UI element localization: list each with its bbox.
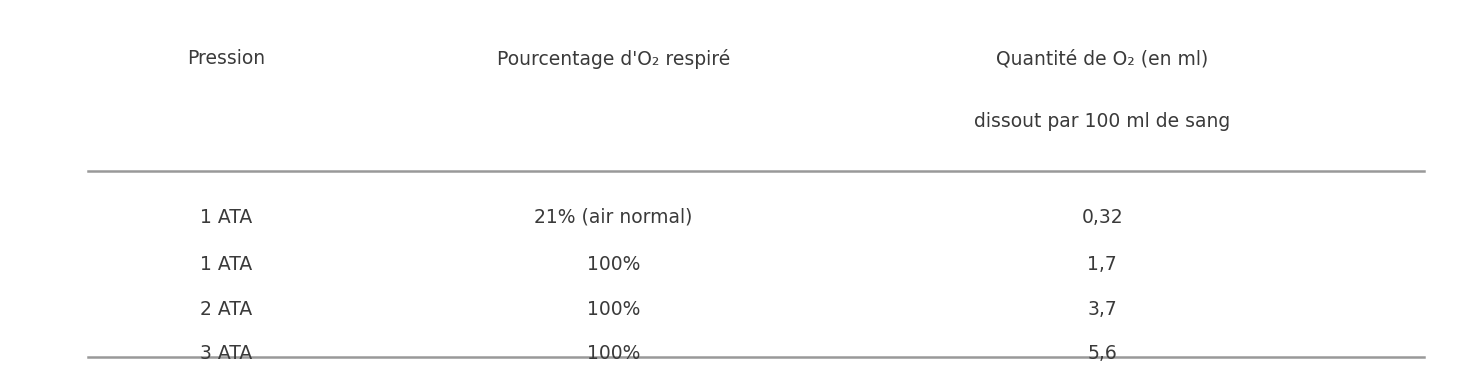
Text: 100%: 100%: [587, 300, 639, 319]
Text: dissout par 100 ml de sang: dissout par 100 ml de sang: [974, 112, 1231, 131]
Text: 3 ATA: 3 ATA: [200, 344, 253, 363]
Text: 3,7: 3,7: [1088, 300, 1117, 319]
Text: 1 ATA: 1 ATA: [200, 255, 253, 275]
Text: Quantité de O₂ (en ml): Quantité de O₂ (en ml): [996, 49, 1209, 68]
Text: Pourcentage d'O₂ respiré: Pourcentage d'O₂ respiré: [496, 49, 730, 69]
Text: 100%: 100%: [587, 344, 639, 363]
Text: 5,6: 5,6: [1088, 344, 1117, 363]
Text: Pression: Pression: [187, 49, 266, 68]
Text: 1 ATA: 1 ATA: [200, 208, 253, 227]
Text: 1,7: 1,7: [1088, 255, 1117, 275]
Text: 0,32: 0,32: [1082, 208, 1123, 227]
Text: 21% (air normal): 21% (air normal): [534, 208, 692, 227]
Text: 2 ATA: 2 ATA: [200, 300, 253, 319]
Text: 100%: 100%: [587, 255, 639, 275]
